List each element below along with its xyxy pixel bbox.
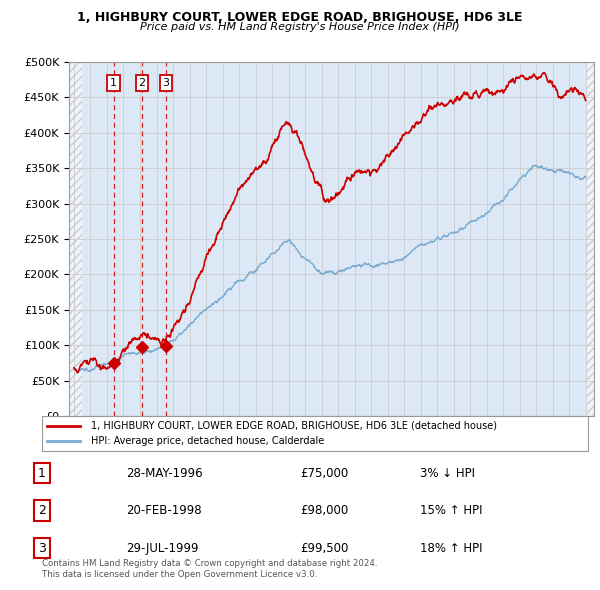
Text: £99,500: £99,500	[300, 542, 349, 555]
Bar	[586, 62, 594, 416]
Text: 1, HIGHBURY COURT, LOWER EDGE ROAD, BRIGHOUSE, HD6 3LE (detached house): 1, HIGHBURY COURT, LOWER EDGE ROAD, BRIG…	[91, 421, 497, 431]
Text: 29-JUL-1999: 29-JUL-1999	[126, 542, 199, 555]
Text: £75,000: £75,000	[300, 467, 348, 480]
Text: 2: 2	[139, 78, 146, 88]
Text: Price paid vs. HM Land Registry's House Price Index (HPI): Price paid vs. HM Land Registry's House …	[140, 22, 460, 32]
Text: 3: 3	[163, 78, 170, 88]
Text: Contains HM Land Registry data © Crown copyright and database right 2024.
This d: Contains HM Land Registry data © Crown c…	[42, 559, 377, 579]
Text: 1: 1	[110, 78, 117, 88]
Text: 3% ↓ HPI: 3% ↓ HPI	[420, 467, 475, 480]
Text: 20-FEB-1998: 20-FEB-1998	[126, 504, 202, 517]
Text: 18% ↑ HPI: 18% ↑ HPI	[420, 542, 482, 555]
Text: HPI: Average price, detached house, Calderdale: HPI: Average price, detached house, Cald…	[91, 437, 325, 447]
Text: 1, HIGHBURY COURT, LOWER EDGE ROAD, BRIGHOUSE, HD6 3LE: 1, HIGHBURY COURT, LOWER EDGE ROAD, BRIG…	[77, 11, 523, 24]
Bar	[69, 62, 82, 416]
Text: 15% ↑ HPI: 15% ↑ HPI	[420, 504, 482, 517]
Text: 28-MAY-1996: 28-MAY-1996	[126, 467, 203, 480]
Text: £98,000: £98,000	[300, 504, 348, 517]
Text: 1: 1	[38, 467, 46, 480]
Text: 2: 2	[38, 504, 46, 517]
Text: 3: 3	[38, 542, 46, 555]
